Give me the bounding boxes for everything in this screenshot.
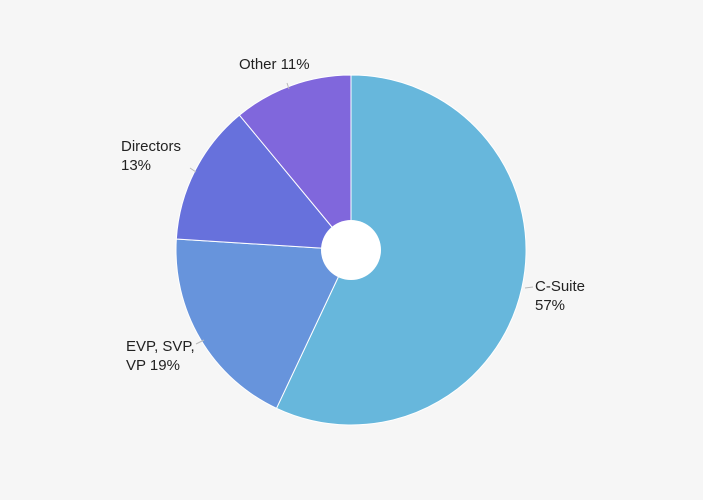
leader-line (189, 167, 197, 173)
donut-hole (321, 220, 381, 280)
slice-label: C-Suite 57% (535, 278, 585, 314)
slice-label: Other 11% (239, 56, 310, 73)
leader-line (286, 82, 290, 90)
leader-lines-group (189, 82, 534, 345)
leader-line (524, 286, 534, 289)
slice-label: EVP, SVP, VP 19% (126, 338, 195, 374)
slice-other[interactable] (238, 74, 352, 252)
slice-directors[interactable] (175, 114, 353, 251)
slice-labels-group: C-Suite 57% EVP, SVP, VP 19% Directors 13% Oth… (121, 56, 585, 374)
slice-evp-svp-vp[interactable] (175, 238, 352, 410)
slices-group (175, 74, 527, 426)
leader-line (195, 339, 205, 345)
slice-c-suite[interactable] (275, 74, 527, 426)
slice-label: Directors 13% (121, 138, 181, 174)
